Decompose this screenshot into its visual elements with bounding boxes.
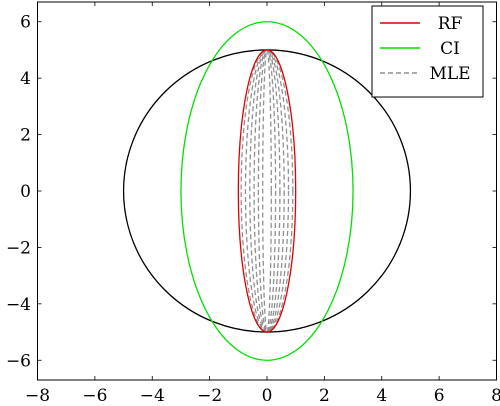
y-tick-label: −2 — [6, 238, 31, 258]
rf-ellipse — [237, 49, 297, 333]
x-tick-label: 2 — [319, 386, 330, 406]
x-tick-label: 8 — [491, 386, 500, 406]
legend-box — [371, 5, 484, 98]
y-tick-label: 2 — [20, 126, 31, 146]
x-tick-label: −6 — [82, 386, 107, 406]
legend-label-rf: RF — [438, 14, 463, 34]
legend-label-ci: CI — [440, 39, 460, 59]
y-tick-label: 0 — [20, 182, 31, 202]
y-tick-label: 4 — [20, 69, 31, 89]
plot-area — [122, 21, 412, 361]
reference-circle-ellipse — [122, 49, 412, 333]
mle-ellipse-6 — [262, 49, 272, 333]
x-tick-label: 6 — [434, 386, 445, 406]
y-tick-label: −4 — [6, 295, 31, 315]
mle-ellipse-1 — [240, 49, 294, 333]
x-tick-label: −2 — [197, 386, 222, 406]
x-tick-label: −8 — [25, 386, 50, 406]
mle-ellipse-2 — [244, 49, 290, 333]
y-tick-label: 6 — [20, 13, 31, 33]
mle-ellipse-3 — [249, 49, 285, 333]
axes: −8 −6 −4 −2 0 2 4 6 8 −6 −4 −2 0 2 4 6 — [6, 1, 500, 406]
mle-ellipse-5 — [257, 49, 277, 333]
x-tick-label: 4 — [376, 386, 387, 406]
x-tick-label: 0 — [262, 386, 273, 406]
legend: RF CI MLE — [371, 5, 484, 98]
x-tick-label: −4 — [140, 386, 165, 406]
y-tick-label: −6 — [6, 351, 31, 371]
legend-label-mle: MLE — [429, 64, 470, 84]
ci-ellipse — [180, 21, 354, 361]
